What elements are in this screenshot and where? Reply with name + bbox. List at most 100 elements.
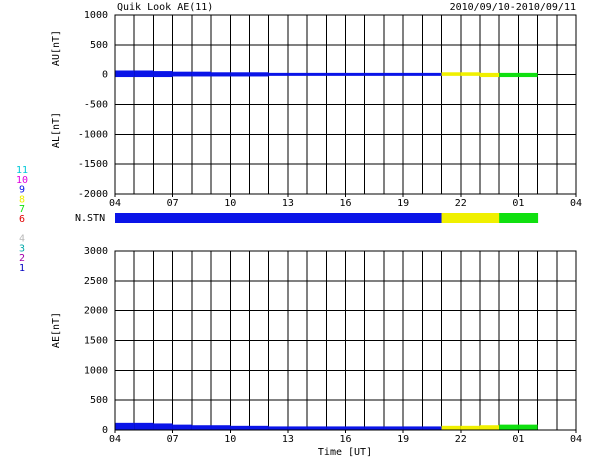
ae-area (115, 422, 135, 430)
nstn-bar (518, 213, 539, 223)
nstn-bar (364, 213, 385, 223)
nstn-bar (499, 213, 519, 223)
x-tick-label: 07 (167, 434, 179, 445)
au-al-band (249, 72, 269, 77)
y-axis-label: AU[nT] (51, 30, 62, 66)
ae-area (383, 426, 404, 430)
nstn-bar (403, 213, 423, 223)
x-tick-label: 04 (109, 198, 121, 209)
station-legend: 9 (19, 185, 25, 196)
au-al-band (460, 72, 480, 76)
nstn-bar (479, 213, 500, 223)
station-legend: 4 (19, 234, 25, 245)
au-al-band (518, 72, 538, 78)
au-al-band (479, 72, 500, 78)
station-legend: 6 (19, 214, 25, 225)
x-tick-label: 04 (570, 434, 582, 445)
y-tick-label: -500 (84, 100, 108, 111)
y-tick-label: 3000 (84, 246, 108, 257)
au-al-band (364, 72, 384, 76)
ae-area (345, 426, 365, 430)
au-al-band (230, 72, 250, 77)
plot-frame (114, 14, 577, 195)
x-tick-label: 16 (339, 434, 351, 445)
nstn-bar (287, 213, 308, 223)
ae-area (403, 426, 423, 430)
nstn-bar (134, 213, 154, 223)
station-legend: 3 (19, 243, 25, 254)
station-legend: 8 (19, 194, 25, 205)
x-tick-label: 13 (282, 198, 294, 209)
ae-area (249, 425, 269, 430)
x-tick-label: 13 (282, 434, 294, 445)
ae-area (422, 426, 442, 430)
au-al-band (345, 72, 365, 76)
ae-area (191, 425, 212, 430)
au-al-band (441, 72, 461, 76)
y-tick-label: 1000 (84, 365, 108, 376)
au-al-band (115, 70, 135, 78)
date-range: 2010/09/10-2010/09/11 (450, 2, 576, 13)
y-tick-label: 1500 (84, 336, 108, 347)
x-tick-label: 01 (512, 198, 524, 209)
x-tick-label: 07 (167, 198, 179, 209)
au-al-band (422, 72, 442, 76)
y-tick-label: 2000 (84, 306, 108, 317)
au-al-band (307, 72, 327, 76)
y-tick-label: 1000 (84, 10, 108, 21)
ae-area (268, 426, 288, 430)
nstn-label: N.STN (75, 213, 105, 224)
ae-area (211, 425, 231, 430)
ae-area (364, 426, 384, 430)
nstn-bar (460, 213, 481, 223)
nstn-bar (249, 213, 270, 223)
y-tick-label: -1000 (78, 129, 108, 140)
ae-area (172, 424, 192, 430)
au-al-band (134, 70, 154, 78)
nstn-bar (268, 213, 289, 223)
y-tick-label: 2500 (84, 276, 108, 287)
station-legend: 5 (19, 224, 25, 235)
au-al-band (403, 72, 423, 76)
nstn-bar (115, 213, 135, 223)
y-tick-label: 500 (90, 395, 108, 406)
x-tick-label: 10 (224, 434, 236, 445)
title: Quik Look AE(11) (117, 2, 213, 13)
x-tick-label: 19 (397, 434, 409, 445)
au-al-band (211, 72, 231, 77)
au-al-band (268, 72, 288, 76)
ae-area (230, 425, 250, 430)
station-legend: 2 (19, 253, 25, 264)
ae-area (460, 425, 480, 430)
nstn-bar (153, 213, 174, 223)
x-tick-label: 16 (339, 198, 351, 209)
au-al-band (287, 72, 308, 76)
y-tick-label: -1500 (78, 159, 108, 170)
au-al-band (326, 72, 346, 76)
station-legend: 7 (19, 204, 25, 215)
au-al-band (499, 72, 519, 78)
plot-frame (114, 250, 577, 431)
x-tick-label: 04 (109, 434, 121, 445)
au-al-band (191, 71, 212, 77)
ae-area (153, 423, 173, 430)
x-tick-label: 04 (570, 198, 582, 209)
au-al-band (172, 71, 192, 77)
x-tick-label: 01 (512, 434, 524, 445)
au-al-band (153, 71, 173, 78)
nstn-bar (191, 213, 212, 223)
ae-area (518, 424, 538, 430)
au-al-band (383, 72, 404, 76)
ae-area (134, 422, 154, 430)
nstn-bar (441, 213, 462, 223)
ae-area (479, 425, 500, 430)
ae-area (326, 426, 346, 430)
y-tick-label: -2000 (78, 189, 108, 200)
station-legend: 11 (16, 165, 28, 176)
x-tick-label: 22 (455, 434, 467, 445)
ae-area (499, 424, 519, 430)
y-axis-label: AE[nT] (51, 312, 62, 348)
station-legend: 1 (19, 263, 25, 274)
